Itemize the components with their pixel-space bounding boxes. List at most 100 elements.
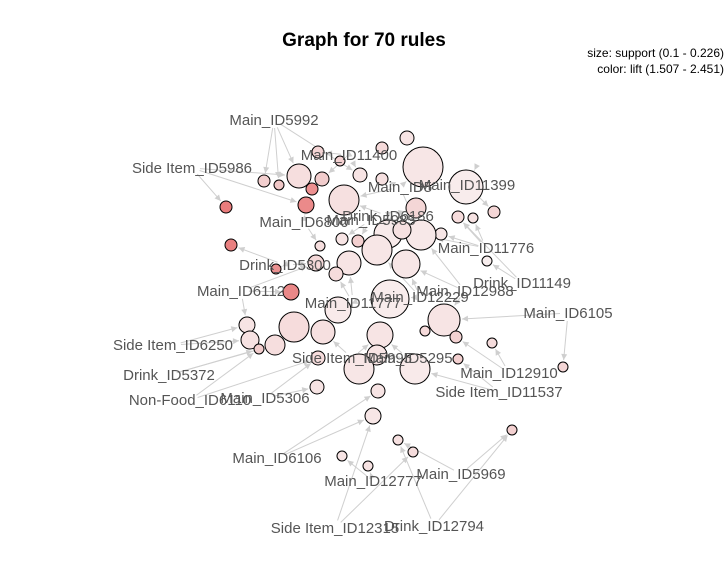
rule-node [399,130,415,146]
edge-arrowhead [463,363,471,370]
edge-arrowhead [232,338,240,345]
rule-node [407,446,419,458]
edge-arrowhead [278,171,286,178]
edge [563,320,568,361]
edge-arrowhead [401,456,408,464]
edge [284,419,365,456]
edge [276,127,294,164]
edge-arrowhead [301,214,308,222]
rule-node [402,146,444,188]
rule-node [324,296,352,324]
edge-arrowhead [397,210,405,216]
rule-node [278,311,310,343]
edge-arrowhead [399,181,407,188]
item-label: Main_ID11400 [301,147,397,164]
rule-node [328,266,344,282]
edge-arrowhead [388,262,395,269]
edge-arrowhead [351,298,359,304]
edge-arrowhead [359,205,367,211]
edge-arrowhead [246,353,254,360]
rule-node [364,407,382,425]
edge-arrowhead [492,264,500,271]
legend-size: size: support (0.1 - 0.226) [587,46,724,60]
rule-node [310,319,336,345]
edge-arrowhead [357,419,364,426]
edge-arrowhead [230,326,238,333]
edge-arrowhead [301,387,309,394]
edge-arrowhead [241,308,248,316]
rule-node [273,179,285,191]
edge-arrowhead [475,224,481,232]
edge [283,395,371,454]
rule-node [297,196,315,214]
rule-node [375,141,389,155]
edge-arrowhead [245,349,253,356]
item-label: Side Item_ID12315 [271,520,399,537]
rule-node [467,212,479,224]
edge [461,312,561,320]
edge-arrowhead [474,163,480,171]
rule-node [448,169,484,205]
item-label: Main_ID11776 [438,240,534,257]
rule-node [405,197,427,219]
edge-arrowhead [431,248,438,255]
edge-arrowhead [369,472,375,480]
item-label: Main_ID12910 [460,365,558,382]
item-label: Main_ID5 [368,179,432,196]
edge-arrowhead [389,181,397,188]
rule-node [310,350,326,366]
item-label: Drink_ID11149 [473,275,571,292]
edge-arrowhead [463,222,470,230]
edge [199,169,297,203]
rule-node [336,250,362,276]
edge-arrowhead [325,150,333,157]
edge-arrowhead [302,359,310,366]
item-label: Main_ID11399 [419,177,515,194]
edge-arrowhead [431,372,438,378]
item-label: Main_ID5992 [229,112,318,129]
rule-node [311,145,325,159]
rule-node [352,167,368,183]
rule-node [224,238,238,252]
rule-node [375,172,389,186]
edge-arrowhead [361,344,369,351]
rule-node [240,330,260,350]
rule-node [328,184,360,216]
item-label: Main_ID11777 [305,295,401,312]
rule-node [219,200,233,214]
edge-arrowhead [333,341,340,348]
edge-arrowhead [348,228,356,235]
rule-node [264,334,286,356]
edge [431,248,461,286]
rule-node [392,434,404,446]
edge-arrowhead [385,212,391,218]
rule-node [481,255,493,267]
rule-node [238,316,256,334]
edge-arrowhead [454,298,461,306]
rule-node [286,163,312,189]
edge [248,266,307,289]
edge-arrowhead [462,341,470,348]
edge-arrowhead [481,199,489,207]
item-label: Main_ID5985 [326,212,415,229]
edge-arrowhead [299,265,307,272]
rule-node [362,460,374,472]
edge [197,360,310,398]
edge-arrowhead [363,395,371,402]
edge [420,270,458,289]
rule-node [366,321,394,349]
edge [272,388,309,397]
edge-arrowhead [448,235,456,242]
edge [180,340,240,345]
rule-node [486,337,498,349]
rule-node [366,344,388,366]
item-label: Side Item_ID11537 [435,384,562,401]
item-label: Main_ID6800 [259,214,348,231]
edge-arrowhead [214,194,221,201]
rule-node [399,353,431,385]
item-label: Side Item_ID6250 [113,337,233,354]
edge [462,341,503,369]
item-label: Side Item_ID5995 [292,350,412,367]
rule-node [351,234,365,248]
